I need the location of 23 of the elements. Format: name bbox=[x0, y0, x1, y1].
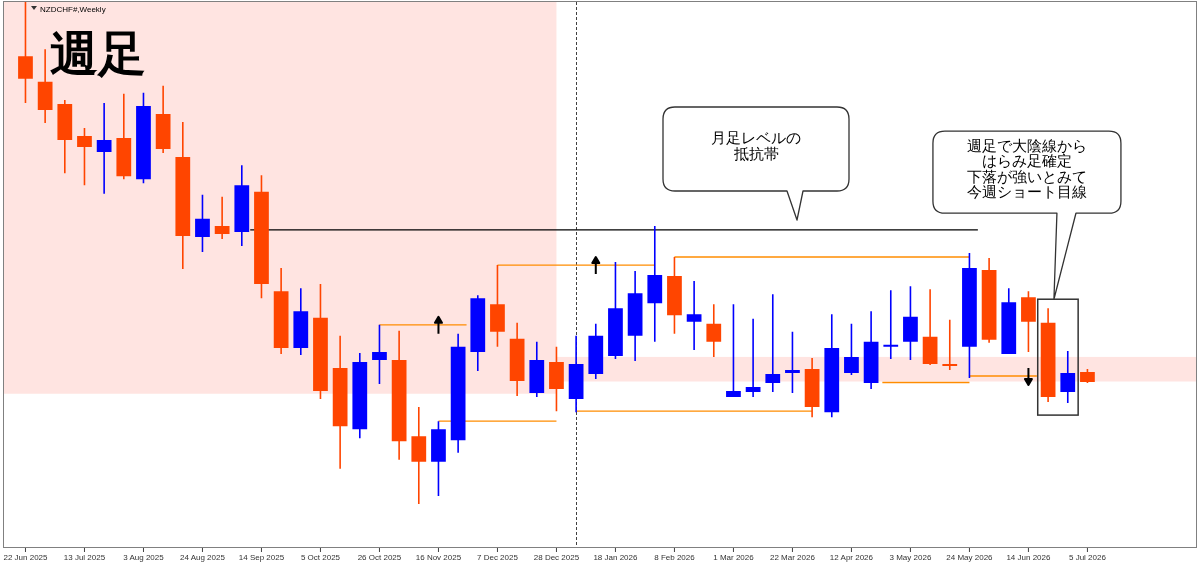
x-tick-label: 22 Mar 2026 bbox=[769, 553, 816, 562]
x-tick-label: 1 Mar 2026 bbox=[713, 553, 755, 562]
x-tick-label: 5 Jul 2026 bbox=[1068, 553, 1107, 562]
x-tick-label: 26 Oct 2025 bbox=[357, 553, 402, 562]
annotation: 月足レベルの抵抗帯 bbox=[711, 129, 801, 162]
x-tick-label: 12 Apr 2026 bbox=[829, 553, 874, 562]
annotation: 週足 bbox=[50, 27, 146, 80]
x-tick-label: 14 Sep 2025 bbox=[238, 553, 285, 562]
x-tick-label: 24 Aug 2025 bbox=[180, 553, 226, 562]
annotation: 週足で大陰線からはらみ足確定下落が強いとみて今週ショート目線 bbox=[966, 136, 1087, 201]
x-tick-label: 28 Dec 2025 bbox=[533, 553, 580, 562]
x-tick-label: 14 Jun 2026 bbox=[1006, 553, 1051, 562]
x-tick-label: 24 May 2026 bbox=[946, 553, 994, 562]
chart-title: NZDCHF#,Weekly bbox=[40, 5, 106, 14]
x-tick-label: 7 Dec 2025 bbox=[477, 553, 519, 562]
x-tick-label: 22 Jun 2025 bbox=[3, 553, 49, 562]
x-tick-label: 13 Jul 2025 bbox=[63, 553, 106, 562]
x-tick-label: 3 May 2026 bbox=[889, 553, 932, 562]
x-tick-label: 3 Aug 2025 bbox=[123, 553, 165, 562]
x-tick-label: 8 Feb 2026 bbox=[654, 553, 696, 562]
x-tick-label: 16 Nov 2025 bbox=[415, 553, 462, 562]
x-tick-label: 18 Jan 2026 bbox=[593, 553, 639, 562]
x-tick-label: 5 Oct 2025 bbox=[300, 553, 341, 562]
